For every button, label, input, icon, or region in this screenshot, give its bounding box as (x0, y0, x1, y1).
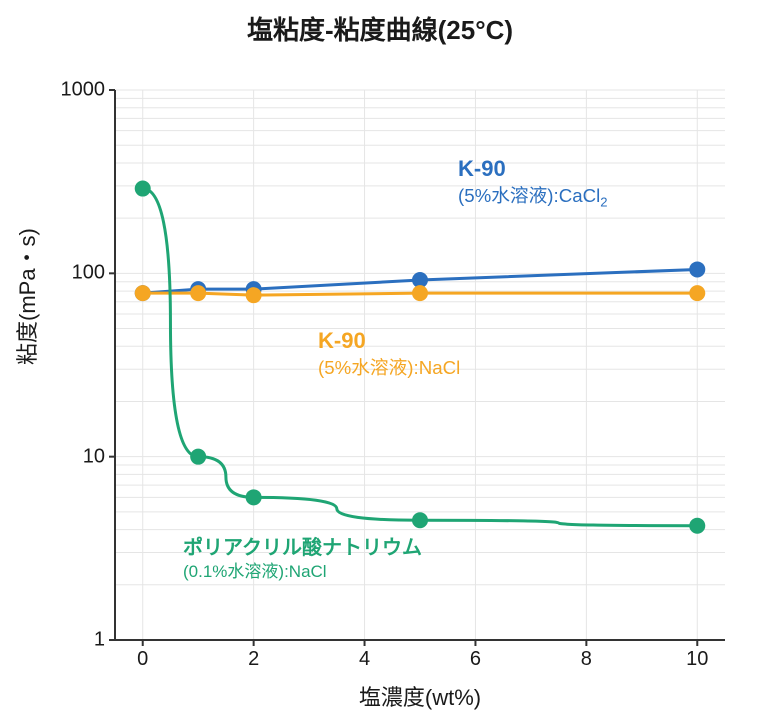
x-tick-label: 2 (248, 648, 259, 671)
y-axis-label: 粘度(mPa・s) (10, 228, 42, 365)
series-label-polyacrylate-nacl: ポリアクリル酸ナトリウム(0.1%水溶液):NaCl (183, 535, 422, 583)
x-tick-label: 0 (137, 648, 148, 671)
series-label-k90-cacl2: K-90(5%水溶液):CaCl2 (458, 155, 608, 210)
y-tick-label: 1 (94, 629, 105, 652)
x-axis-label: 塩濃度(wt%) (115, 680, 725, 712)
y-tick-label: 1000 (61, 79, 106, 102)
y-tick-label: 100 (72, 262, 105, 285)
x-tick-label: 10 (686, 648, 708, 671)
y-tick-label: 10 (83, 445, 105, 468)
x-tick-label: 8 (581, 648, 592, 671)
series-label-k90-nacl: K-90(5%水溶液):NaCl (318, 327, 460, 380)
x-tick-label: 6 (470, 648, 481, 671)
x-tick-label: 4 (359, 648, 370, 671)
chart-title: 塩粘度-粘度曲線(25°C) (0, 10, 760, 47)
